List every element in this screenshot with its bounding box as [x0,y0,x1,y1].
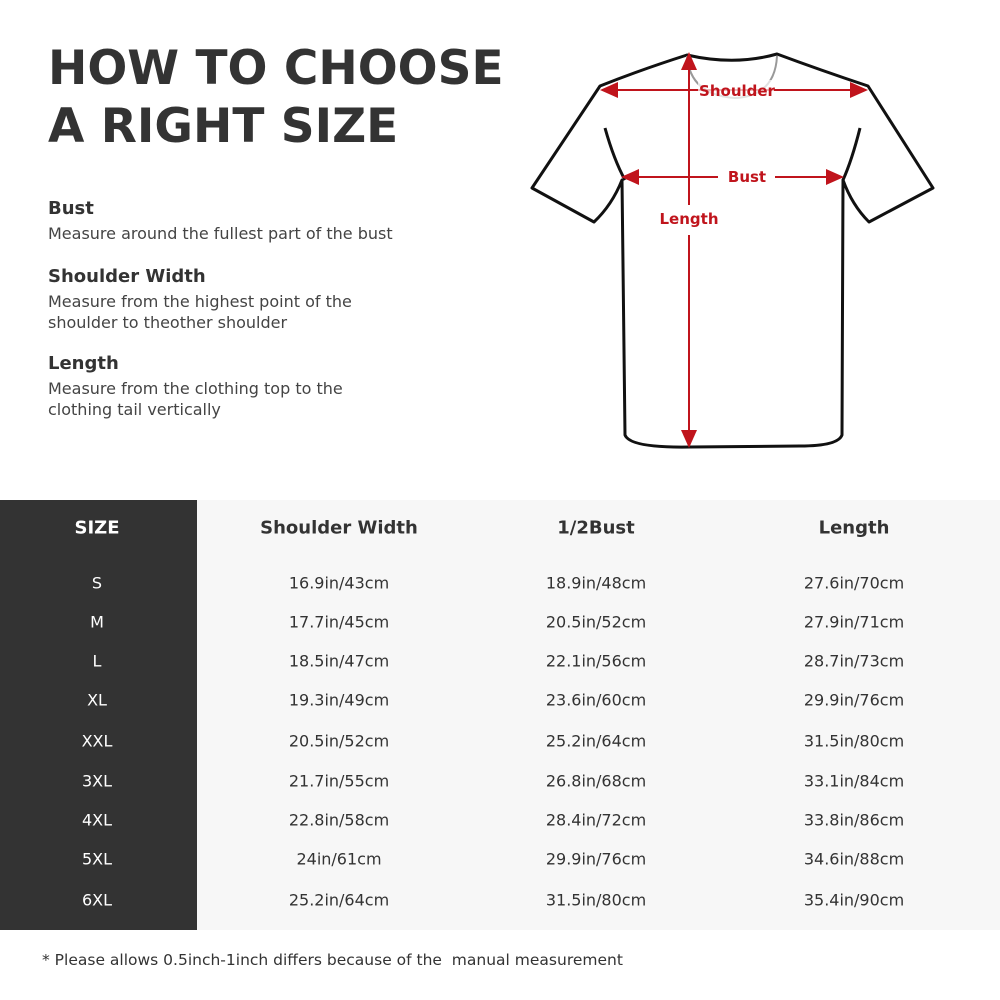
shoulder-label: Shoulder [699,82,776,100]
size-label: L [92,651,102,671]
page-title: HOW TO CHOOSE A RIGHT SIZE [48,40,504,156]
measurement-cell: 35.4in/90cm [803,890,905,910]
size-label: 3XL [81,771,113,791]
measurement-cell: 29.9in/76cm [803,690,905,710]
measurement-cell: 24in/61cm [296,849,382,869]
size-label: 5XL [81,849,113,869]
size-label: M [90,612,104,632]
definition-term: Shoulder Width [48,266,206,287]
measurement-cell: 25.2in/64cm [545,731,647,751]
size-label: S [91,573,103,593]
measurement-cell: 28.4in/72cm [545,810,647,830]
column-header: 1/2Bust [557,517,635,539]
measurement-cell: 27.9in/71cm [803,612,905,632]
size-label: 6XL [81,890,113,910]
size-label: 4XL [81,810,113,830]
column-header: Shoulder Width [260,517,418,539]
definition-term: Length [48,353,119,374]
measurement-cell: 20.5in/52cm [288,731,390,751]
column-header: SIZE [74,517,120,539]
measurement-note: * Please allows 0.5inch-1inch differs be… [42,951,623,969]
measurement-cell: 28.7in/73cm [803,651,905,671]
bust-label: Bust [728,168,766,186]
measurement-cell: 16.9in/43cm [288,573,390,593]
measurement-cell: 17.7in/45cm [288,612,390,632]
measurement-cell: 19.3in/49cm [288,690,390,710]
measurement-cell: 33.1in/84cm [803,771,905,791]
measurement-cell: 20.5in/52cm [545,612,647,632]
definition-desc: Measure from the clothing top to the clo… [48,379,343,419]
measurement-cell: 18.5in/47cm [288,651,390,671]
length-label: Length [660,210,719,228]
measurement-cell: 33.8in/86cm [803,810,905,830]
column-header: Length [818,517,890,539]
definition-length: Length Measure from the clothing top to … [48,353,378,420]
measurement-cell: 22.8in/58cm [288,810,390,830]
measurement-cell: 22.1in/56cm [545,651,647,671]
definition-shoulder-width: Shoulder Width Measure from the highest … [48,266,388,333]
size-column [0,500,197,930]
definition-bust: Bust Measure around the fullest part of … [48,198,393,244]
title-line-1: HOW TO CHOOSE [48,41,504,96]
measurement-cell: 31.5in/80cm [803,731,905,751]
measurement-cell: 18.9in/48cm [545,573,647,593]
size-label: XL [87,690,107,710]
measurement-cell: 31.5in/80cm [545,890,647,910]
size-label: XXL [81,731,113,751]
definition-desc: Measure around the fullest part of the b… [48,224,393,243]
measurement-cell: 26.8in/68cm [545,771,647,791]
definition-term: Bust [48,198,94,219]
measurement-cell: 29.9in/76cm [545,849,647,869]
title-line-2: A RIGHT SIZE [48,99,399,154]
tshirt-outline [530,52,935,449]
measurement-cell: 27.6in/70cm [803,573,905,593]
measurement-cell: 21.7in/55cm [288,771,390,791]
measurement-cell: 34.6in/88cm [803,849,905,869]
measurement-cell: 25.2in/64cm [288,890,390,910]
measurement-cell: 23.6in/60cm [545,690,647,710]
tshirt-diagram: Shoulder Bust Length [530,52,935,449]
definition-desc: Measure from the highest point of the sh… [48,292,352,332]
size-table: SIZE Shoulder Width 1/2Bust Length S 16.9in/4… [0,500,1000,930]
